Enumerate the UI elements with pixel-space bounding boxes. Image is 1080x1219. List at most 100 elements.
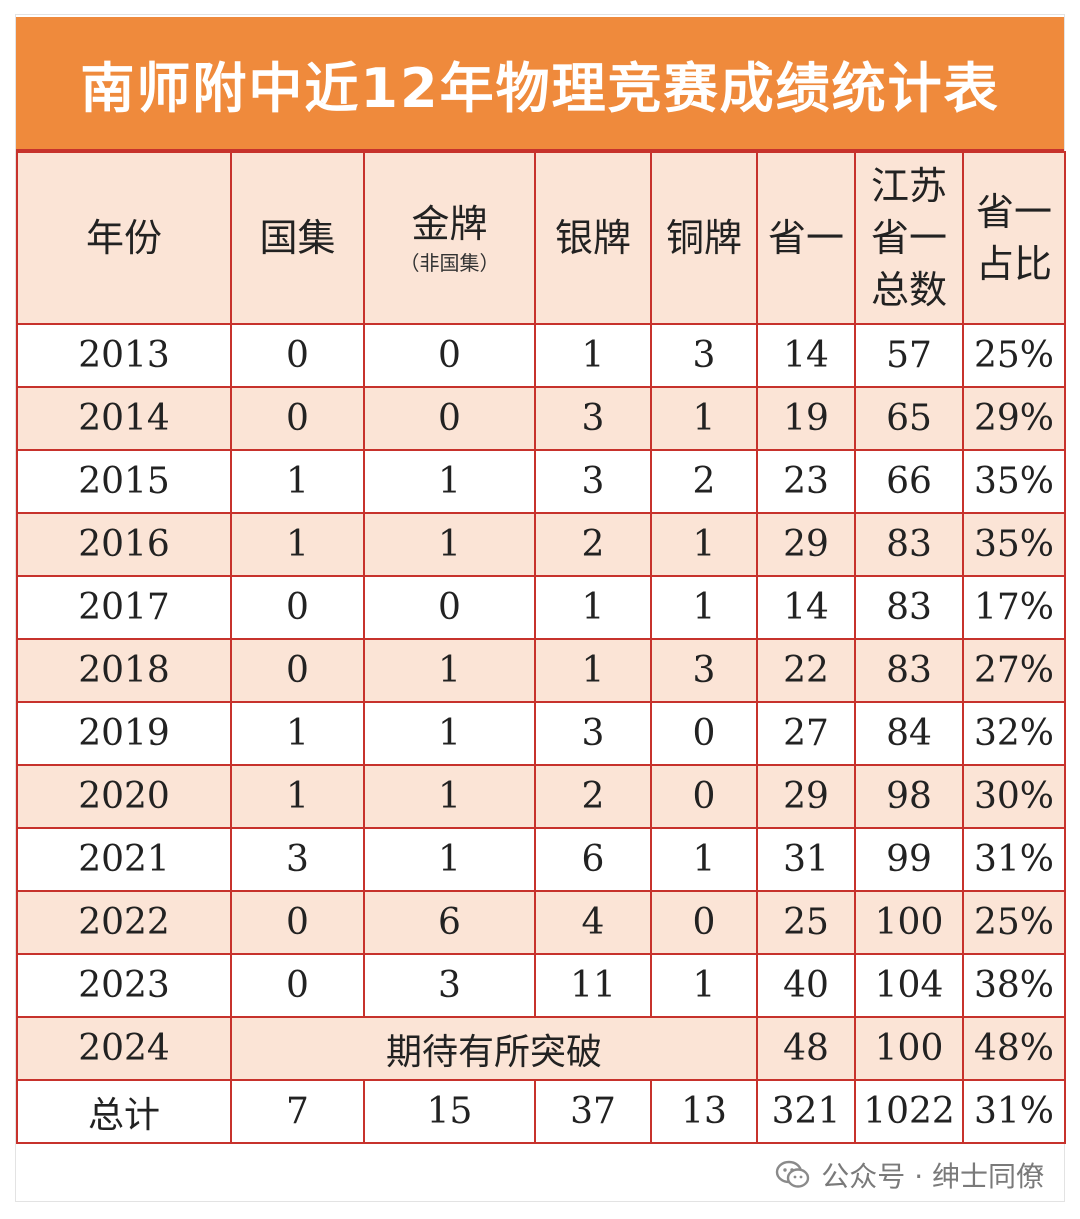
- cell-total: 83: [854, 575, 964, 640]
- cell-total: 1022: [854, 1079, 964, 1144]
- cell-year: 2013: [16, 323, 232, 388]
- cell-year: 2017: [16, 575, 232, 640]
- cell-gold: 0: [363, 386, 536, 451]
- cell-total: 83: [854, 638, 964, 703]
- table-row-2024: 2024 期待有所突破 48 100 48%: [16, 1016, 1066, 1081]
- cell-prov1: 23: [756, 449, 856, 514]
- cell-prov1: 14: [756, 323, 856, 388]
- cell-note: 期待有所突破: [230, 1016, 758, 1081]
- cell-prov1: 40: [756, 953, 856, 1018]
- cell-bronze: 1: [650, 512, 758, 577]
- cell-ratio: 31%: [962, 1079, 1066, 1144]
- cell-total: 98: [854, 764, 964, 829]
- cell-silver: 3: [534, 386, 652, 451]
- table-row: 2018 0 1 1 3 22 83 27%: [16, 638, 1066, 703]
- cell-prov1: 48: [756, 1016, 856, 1081]
- cell-silver: 1: [534, 638, 652, 703]
- cell-gold: 3: [363, 953, 536, 1018]
- cell-national: 1: [230, 449, 365, 514]
- cell-national: 1: [230, 512, 365, 577]
- cell-bronze: 0: [650, 890, 758, 955]
- cell-prov1: 22: [756, 638, 856, 703]
- header-gold-sub: （非国集）: [399, 251, 500, 275]
- cell-year: 2018: [16, 638, 232, 703]
- cell-ratio: 27%: [962, 638, 1066, 703]
- cell-prov1: 29: [756, 512, 856, 577]
- header-bronze: 铜牌: [650, 151, 758, 325]
- cell-national: 0: [230, 575, 365, 640]
- cell-gold: 0: [363, 575, 536, 640]
- cell-national: 0: [230, 890, 365, 955]
- cell-national: 0: [230, 953, 365, 1018]
- cell-year: 2014: [16, 386, 232, 451]
- header-gold-label: 金牌: [411, 202, 488, 246]
- cell-total: 65: [854, 386, 964, 451]
- cell-ratio: 31%: [962, 827, 1066, 892]
- header-jiangsu-total: 江苏 省一 总数: [854, 151, 964, 325]
- cell-bronze: 0: [650, 701, 758, 766]
- cell-silver: 1: [534, 575, 652, 640]
- watermark-text: 公众号 · 绅士同僚: [821, 1160, 1044, 1193]
- cell-national: 1: [230, 701, 365, 766]
- cell-silver: 3: [534, 701, 652, 766]
- cell-national: 0: [230, 323, 365, 388]
- cell-silver: 1: [534, 323, 652, 388]
- cell-prov1: 25: [756, 890, 856, 955]
- cell-bronze: 1: [650, 827, 758, 892]
- cell-year: 2015: [16, 449, 232, 514]
- cell-national: 0: [230, 386, 365, 451]
- table-row: 2014 0 0 3 1 19 65 29%: [16, 386, 1066, 451]
- header-row: 年份 国集 金牌 （非国集） 银牌 铜牌 省一 江苏 省一 总数 省一 占比: [16, 151, 1066, 325]
- cell-total: 104: [854, 953, 964, 1018]
- header-gold: 金牌 （非国集）: [363, 151, 536, 325]
- cell-year: 2024: [16, 1016, 232, 1081]
- cell-bronze: 2: [650, 449, 758, 514]
- cell-gold: 1: [363, 638, 536, 703]
- cell-ratio: 25%: [962, 323, 1066, 388]
- cell-bronze: 1: [650, 575, 758, 640]
- cell-total: 100: [854, 890, 964, 955]
- header-ratio: 省一 占比: [962, 151, 1066, 325]
- table-row-total: 总计 7 15 37 13 321 1022 31%: [16, 1079, 1066, 1144]
- cell-gold: 0: [363, 323, 536, 388]
- cell-bronze: 1: [650, 953, 758, 1018]
- wechat-icon: [775, 1159, 811, 1191]
- cell-year: 2022: [16, 890, 232, 955]
- cell-year: 2016: [16, 512, 232, 577]
- cell-year: 2020: [16, 764, 232, 829]
- cell-silver: 11: [534, 953, 652, 1018]
- cell-ratio: 35%: [962, 512, 1066, 577]
- cell-gold: 1: [363, 449, 536, 514]
- cell-bronze: 3: [650, 638, 758, 703]
- cell-silver: 2: [534, 764, 652, 829]
- cell-silver: 2: [534, 512, 652, 577]
- cell-ratio: 38%: [962, 953, 1066, 1018]
- table-title: 南师附中近12年物理竞赛成绩统计表: [16, 17, 1064, 151]
- cell-prov1: 31: [756, 827, 856, 892]
- table-row: 2023 0 3 11 1 40 104 38%: [16, 953, 1066, 1018]
- cell-national: 0: [230, 638, 365, 703]
- watermark: 公众号 · 绅士同僚: [775, 1155, 1044, 1195]
- cell-gold: 15: [363, 1079, 536, 1144]
- cell-silver: 6: [534, 827, 652, 892]
- cell-ratio: 48%: [962, 1016, 1066, 1081]
- cell-total: 99: [854, 827, 964, 892]
- cell-gold: 1: [363, 512, 536, 577]
- cell-ratio: 17%: [962, 575, 1066, 640]
- table-row: 2020 1 1 2 0 29 98 30%: [16, 764, 1066, 829]
- cell-year: 2021: [16, 827, 232, 892]
- cell-total: 83: [854, 512, 964, 577]
- cell-total-label: 总计: [16, 1079, 232, 1144]
- cell-prov1: 321: [756, 1079, 856, 1144]
- cell-bronze: 0: [650, 764, 758, 829]
- table-row: 2013 0 0 1 3 14 57 25%: [16, 323, 1066, 388]
- stats-table: 年份 国集 金牌 （非国集） 银牌 铜牌 省一 江苏 省一 总数 省一 占比: [16, 151, 1066, 1144]
- cell-ratio: 25%: [962, 890, 1066, 955]
- table-row: 2016 1 1 2 1 29 83 35%: [16, 512, 1066, 577]
- cell-prov1: 27: [756, 701, 856, 766]
- cell-silver: 4: [534, 890, 652, 955]
- header-national-team: 国集: [230, 151, 365, 325]
- table-row: 2015 1 1 3 2 23 66 35%: [16, 449, 1066, 514]
- cell-gold: 1: [363, 827, 536, 892]
- cell-bronze: 13: [650, 1079, 758, 1144]
